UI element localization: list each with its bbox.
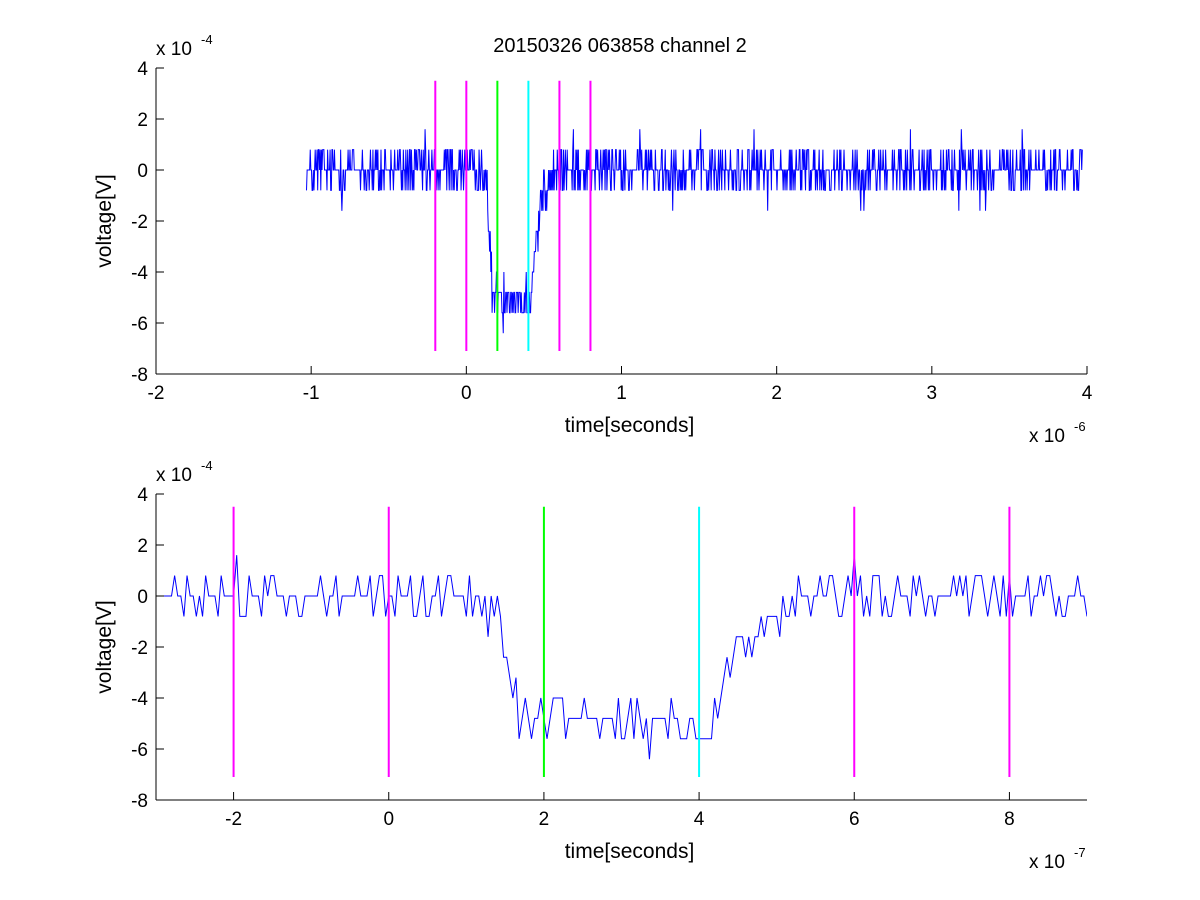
- x-tick-label: 1: [616, 383, 627, 404]
- y-exponent-value: -4: [201, 458, 213, 473]
- x-tick-label: 6: [849, 809, 860, 830]
- x-tick-label: 2: [539, 809, 550, 830]
- x-exponent-value: -7: [1074, 845, 1086, 860]
- y-tick-label: -2: [131, 638, 148, 659]
- top-panel: -2 -1 0 1 2 3 4 -8 -6 -4 -2 0 2 4 time[seconds] voltage…: [93, 32, 1093, 447]
- x-tick-label: 4: [694, 809, 705, 830]
- plot-area: [306, 129, 1083, 334]
- y-tick-label: -6: [131, 740, 148, 761]
- signal-series-line: [156, 555, 1087, 760]
- y-tick-label: 2: [137, 536, 148, 557]
- x-tick-label: 8: [1004, 809, 1015, 830]
- y-tick-label: -4: [131, 263, 148, 284]
- x-tick-label: 0: [461, 383, 472, 404]
- x-exponent-value: -6: [1074, 419, 1086, 434]
- figure-title: 20150326 063858 channel 2: [493, 35, 747, 57]
- x-tick-label: 2: [771, 383, 782, 404]
- x-tick-label: -2: [225, 809, 242, 830]
- x-axis-label: time[seconds]: [565, 840, 695, 863]
- x-tick-label: 4: [1082, 383, 1093, 404]
- y-tick-label: 4: [137, 485, 148, 506]
- y-tick-label: 0: [137, 161, 148, 182]
- y-tick-label: -6: [131, 314, 148, 335]
- y-tick-label: 0: [137, 587, 148, 608]
- x-exponent-label: x 10: [1029, 426, 1065, 447]
- y-axis-label: voltage[V]: [93, 174, 116, 267]
- x-exponent-label: x 10: [1029, 852, 1065, 873]
- x-tick-label: 3: [927, 383, 938, 404]
- x-tick-label: -2: [148, 383, 165, 404]
- x-axis-label: time[seconds]: [565, 414, 695, 437]
- x-tick-label: -1: [303, 383, 320, 404]
- y-tick-label: -8: [131, 365, 148, 386]
- y-exponent-label: x 10: [156, 39, 192, 60]
- y-tick-label: 2: [137, 110, 148, 131]
- y-tick-label: -8: [131, 791, 148, 812]
- y-exponent-label: x 10: [156, 465, 192, 486]
- signal-series-line: [306, 129, 1083, 334]
- y-exponent-value: -4: [201, 32, 213, 47]
- plot-area: [156, 555, 1087, 760]
- y-tick-label: -2: [131, 212, 148, 233]
- y-tick-label: 4: [137, 59, 148, 80]
- y-tick-label: -4: [131, 689, 148, 710]
- y-axis-label: voltage[V]: [93, 600, 116, 693]
- bottom-panel: -2 0 2 4 6 8 -8 -6 -4 -2 0 2 4 time[seconds] voltage[V…: [93, 458, 1087, 873]
- x-tick-label: 0: [383, 809, 394, 830]
